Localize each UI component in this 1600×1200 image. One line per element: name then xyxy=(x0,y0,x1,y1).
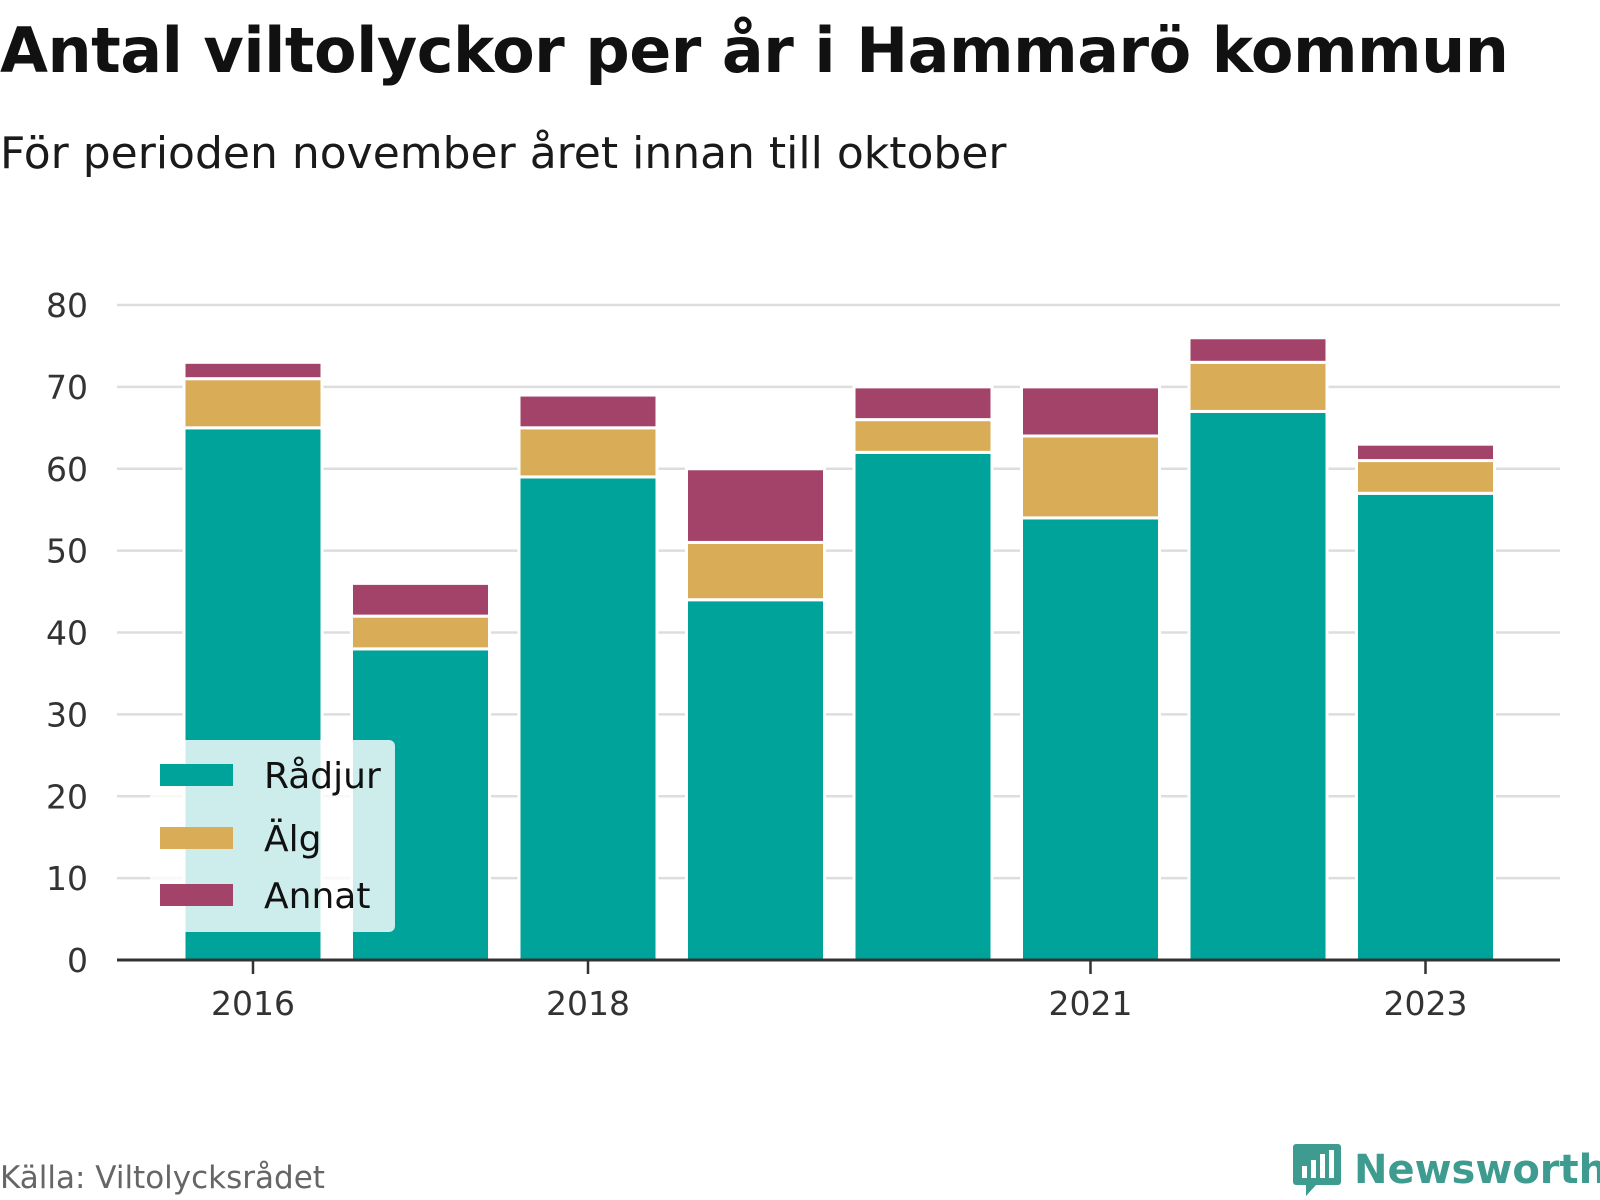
chart-subtitle: För perioden november året innan till ok… xyxy=(0,128,1007,179)
brand-logo: Newsworthy xyxy=(1292,1142,1600,1198)
bar-alg-2016 xyxy=(182,377,324,430)
bar-annat-2019 xyxy=(685,467,826,544)
bar-annat-2020 xyxy=(852,385,994,422)
y-tick-label: 30 xyxy=(46,695,88,734)
bar-radjur-2021 xyxy=(1020,516,1161,962)
legend-label-radjur: Rådjur xyxy=(264,756,381,797)
bar-radjur-2020 xyxy=(852,450,994,962)
brand-name: Newsworthy xyxy=(1354,1147,1600,1193)
bar-annat-2022 xyxy=(1187,336,1329,364)
legend-label-annat: Annat xyxy=(264,876,370,917)
y-tick-label: 0 xyxy=(67,941,88,980)
chart-title: Antal viltolyckor per år i Hammarö kommu… xyxy=(0,14,1509,87)
x-tick-label: 2021 xyxy=(1049,984,1133,1023)
legend: Rådjur Älg Annat xyxy=(150,740,395,932)
y-tick-label: 50 xyxy=(46,532,88,571)
bar-alg-2020 xyxy=(852,418,994,454)
legend-swatch-alg xyxy=(160,827,233,849)
x-tick-label: 2023 xyxy=(1384,984,1468,1023)
bars xyxy=(182,336,1496,962)
x-tick-label: 2018 xyxy=(546,984,630,1023)
y-tick-label: 60 xyxy=(46,450,88,489)
y-tick-label: 80 xyxy=(46,286,88,325)
legend-label-alg: Älg xyxy=(264,818,321,860)
bar-annat-2016 xyxy=(182,360,324,381)
legend-swatch-annat xyxy=(160,884,233,906)
y-axis-ticks: 0 10 20 30 40 50 60 70 80 xyxy=(46,286,88,980)
x-axis-ticks: 2016 2018 2021 2023 xyxy=(211,960,1467,1023)
bar-chart-speech-icon xyxy=(1293,1144,1341,1196)
stacked-bar-chart: 0 10 20 30 40 50 60 70 80 2016 2018 2021 2023 Rådju… xyxy=(46,286,1560,1023)
bar-annat-2017 xyxy=(350,581,491,618)
bar-alg-2017 xyxy=(350,614,491,651)
bar-alg-2022 xyxy=(1187,360,1329,413)
bar-radjur-2018 xyxy=(517,475,659,962)
y-tick-label: 70 xyxy=(46,368,88,407)
x-tick-label: 2016 xyxy=(211,984,295,1023)
source-note: Källa: Viltolycksrådet xyxy=(0,1160,325,1196)
bar-alg-2019 xyxy=(685,540,826,602)
bar-alg-2018 xyxy=(517,426,659,479)
bar-annat-2023 xyxy=(1355,442,1496,463)
bar-radjur-2022 xyxy=(1187,409,1329,962)
bar-radjur-2023 xyxy=(1355,491,1496,962)
bar-annat-2021 xyxy=(1020,385,1161,438)
legend-swatch-radjur xyxy=(160,764,233,786)
bar-annat-2018 xyxy=(517,393,659,430)
y-tick-label: 10 xyxy=(46,859,88,898)
y-tick-label: 20 xyxy=(46,777,88,816)
bar-radjur-2019 xyxy=(685,598,826,962)
bar-alg-2023 xyxy=(1355,459,1496,495)
y-tick-label: 40 xyxy=(46,614,88,653)
bar-alg-2021 xyxy=(1020,434,1161,520)
